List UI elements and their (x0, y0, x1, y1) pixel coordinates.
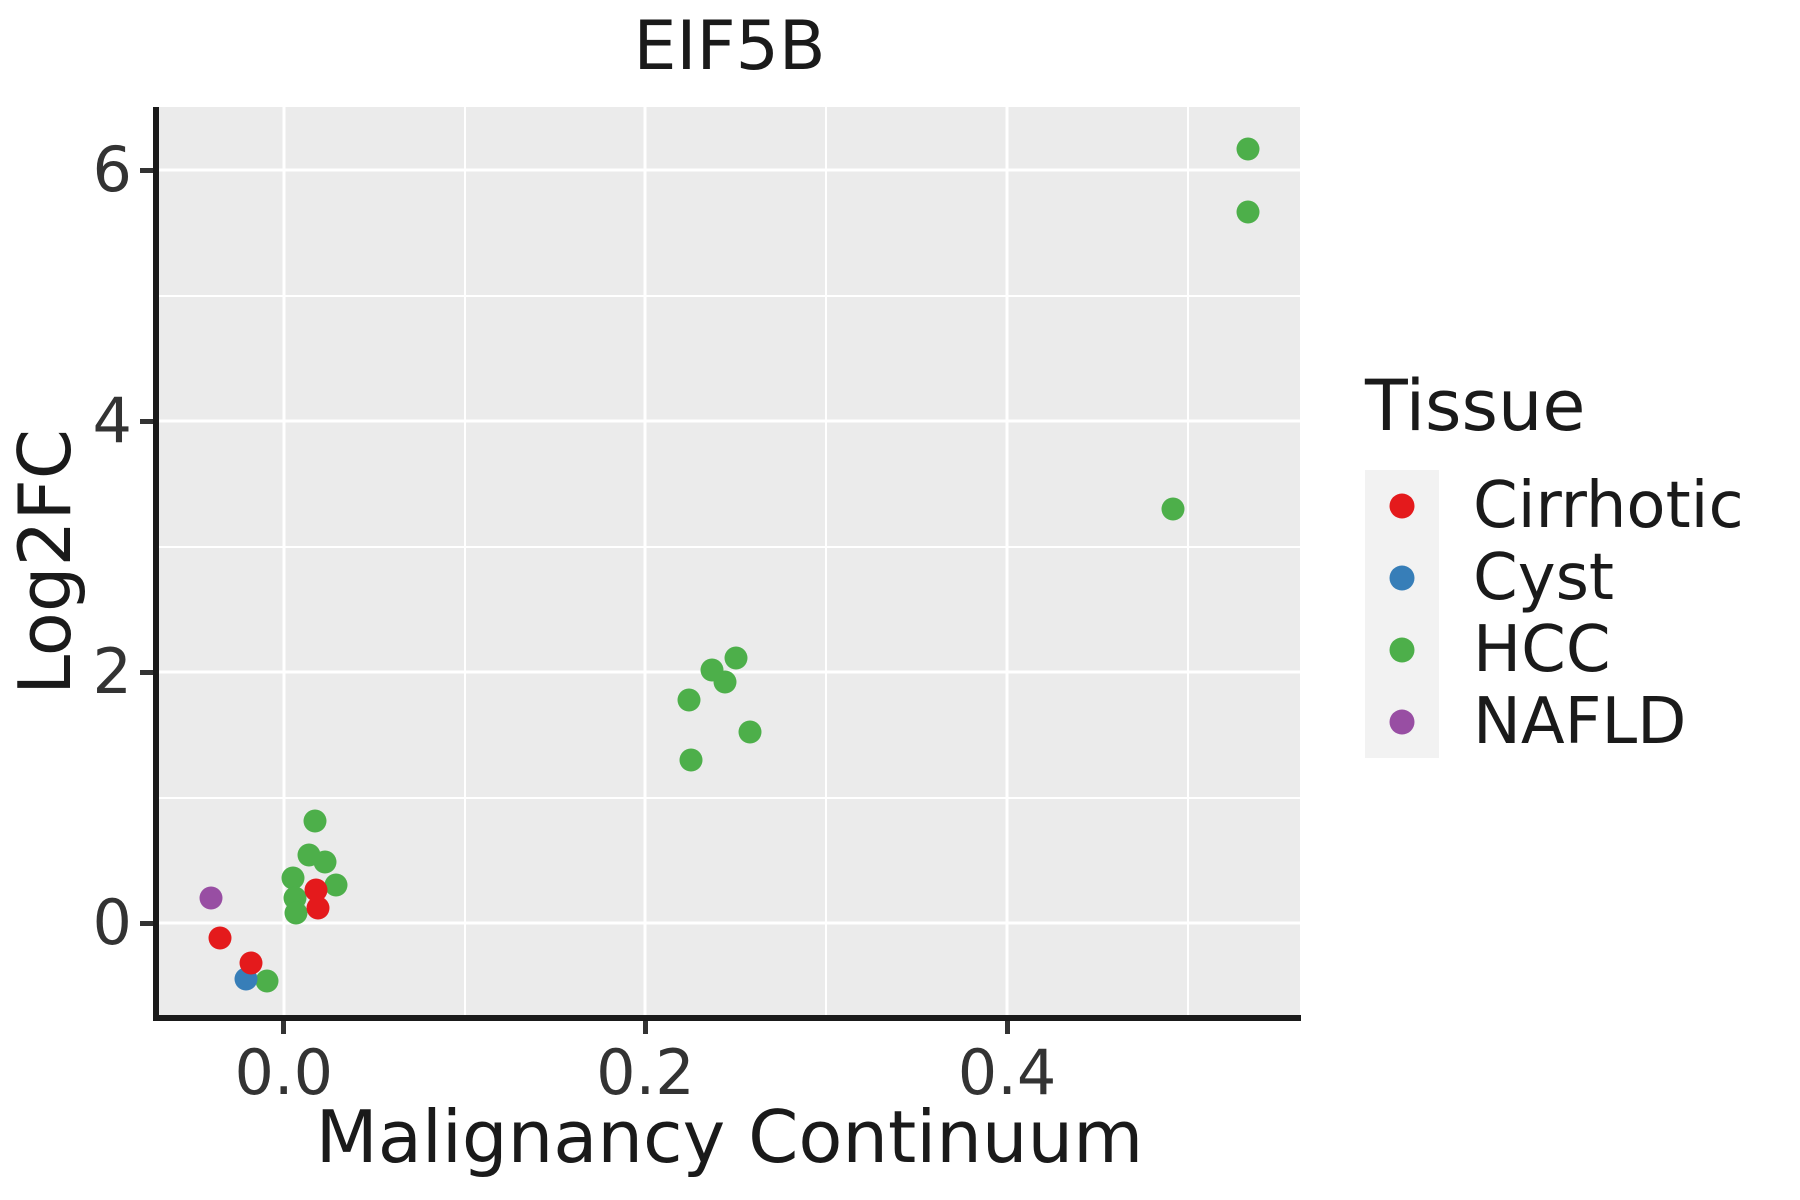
legend-entry-label: Cirrhotic (1473, 469, 1744, 543)
plot-panel (159, 107, 1300, 1018)
data-point-cirrhotic (208, 926, 232, 950)
y-tick-mark (140, 669, 153, 675)
data-point-hcc (281, 866, 305, 890)
legend: Tissue Cirrhotic Cyst HCC NAFLD (1365, 365, 1800, 759)
gridline-y-major (159, 419, 1300, 423)
x-tick-mark (1004, 1021, 1010, 1034)
data-point-hcc (1161, 497, 1185, 521)
data-point-hcc (679, 748, 703, 772)
data-point-hcc (1236, 200, 1260, 224)
gridline-x-minor (825, 107, 828, 1018)
data-point-cirrhotic (306, 896, 330, 920)
gridline-x-major (643, 107, 647, 1018)
legend-entry-label: NAFLD (1473, 685, 1687, 759)
data-point-hcc (724, 646, 748, 670)
legend-dot-nafld-icon (1389, 709, 1415, 735)
gridline-y-major (159, 921, 1300, 925)
y-tick-mark (140, 418, 153, 424)
gridline-y-minor (159, 294, 1300, 297)
legend-entry: NAFLD (1365, 685, 1800, 759)
x-axis-title: Malignancy Continuum (315, 1095, 1144, 1179)
legend-entry-label: HCC (1473, 613, 1611, 687)
y-tick-label: 0 (92, 886, 132, 959)
data-point-hcc (284, 901, 308, 925)
legend-dot-hcc-icon (1389, 637, 1415, 663)
gridline-x-major (282, 107, 286, 1018)
gridline-x-minor (1186, 107, 1189, 1018)
data-point-hcc (713, 670, 737, 694)
legend-entries: Cirrhotic Cyst HCC NAFLD (1365, 469, 1800, 759)
gridline-y-minor (159, 545, 1300, 548)
legend-key (1365, 542, 1439, 614)
y-tick-label: 6 (92, 133, 132, 207)
data-point-nafld (199, 886, 223, 910)
data-point-hcc (677, 688, 701, 712)
x-axis-line (153, 1015, 1301, 1021)
data-point-hcc (1236, 137, 1260, 161)
legend-entry-label: Cyst (1473, 541, 1614, 615)
legend-key (1365, 614, 1439, 686)
y-tick-label: 4 (92, 384, 132, 458)
gridline-y-major (159, 168, 1300, 172)
data-point-cirrhotic (304, 878, 328, 902)
legend-entry: Cyst (1365, 541, 1800, 615)
gridline-x-major (1005, 107, 1009, 1018)
x-tick-label: 0.0 (234, 1036, 334, 1109)
legend-dot-cirrhotic-icon (1389, 493, 1415, 519)
x-tick-label: 0.2 (596, 1036, 695, 1109)
data-point-hcc (255, 969, 279, 993)
legend-entry: HCC (1365, 613, 1800, 687)
y-tick-label: 2 (92, 635, 132, 709)
gridline-x-minor (463, 107, 466, 1018)
y-tick-mark (140, 167, 153, 173)
x-tick-mark (642, 1021, 648, 1034)
y-tick-mark (140, 920, 153, 926)
legend-entry: Cirrhotic (1365, 469, 1800, 543)
data-point-hcc (303, 809, 326, 833)
legend-title: Tissue (1365, 365, 1586, 447)
data-point-cirrhotic (239, 951, 263, 975)
legend-dot-cyst-icon (1389, 565, 1415, 591)
legend-key (1365, 470, 1439, 542)
data-point-hcc (738, 720, 762, 744)
y-axis-line (153, 107, 159, 1021)
x-tick-mark (281, 1021, 287, 1034)
plot-title: EIF5B (633, 7, 826, 86)
data-point-hcc (313, 850, 337, 874)
x-tick-label: 0.4 (957, 1036, 1057, 1109)
gridline-y-minor (159, 796, 1300, 799)
data-point-hcc (324, 873, 348, 897)
legend-key (1365, 686, 1439, 758)
